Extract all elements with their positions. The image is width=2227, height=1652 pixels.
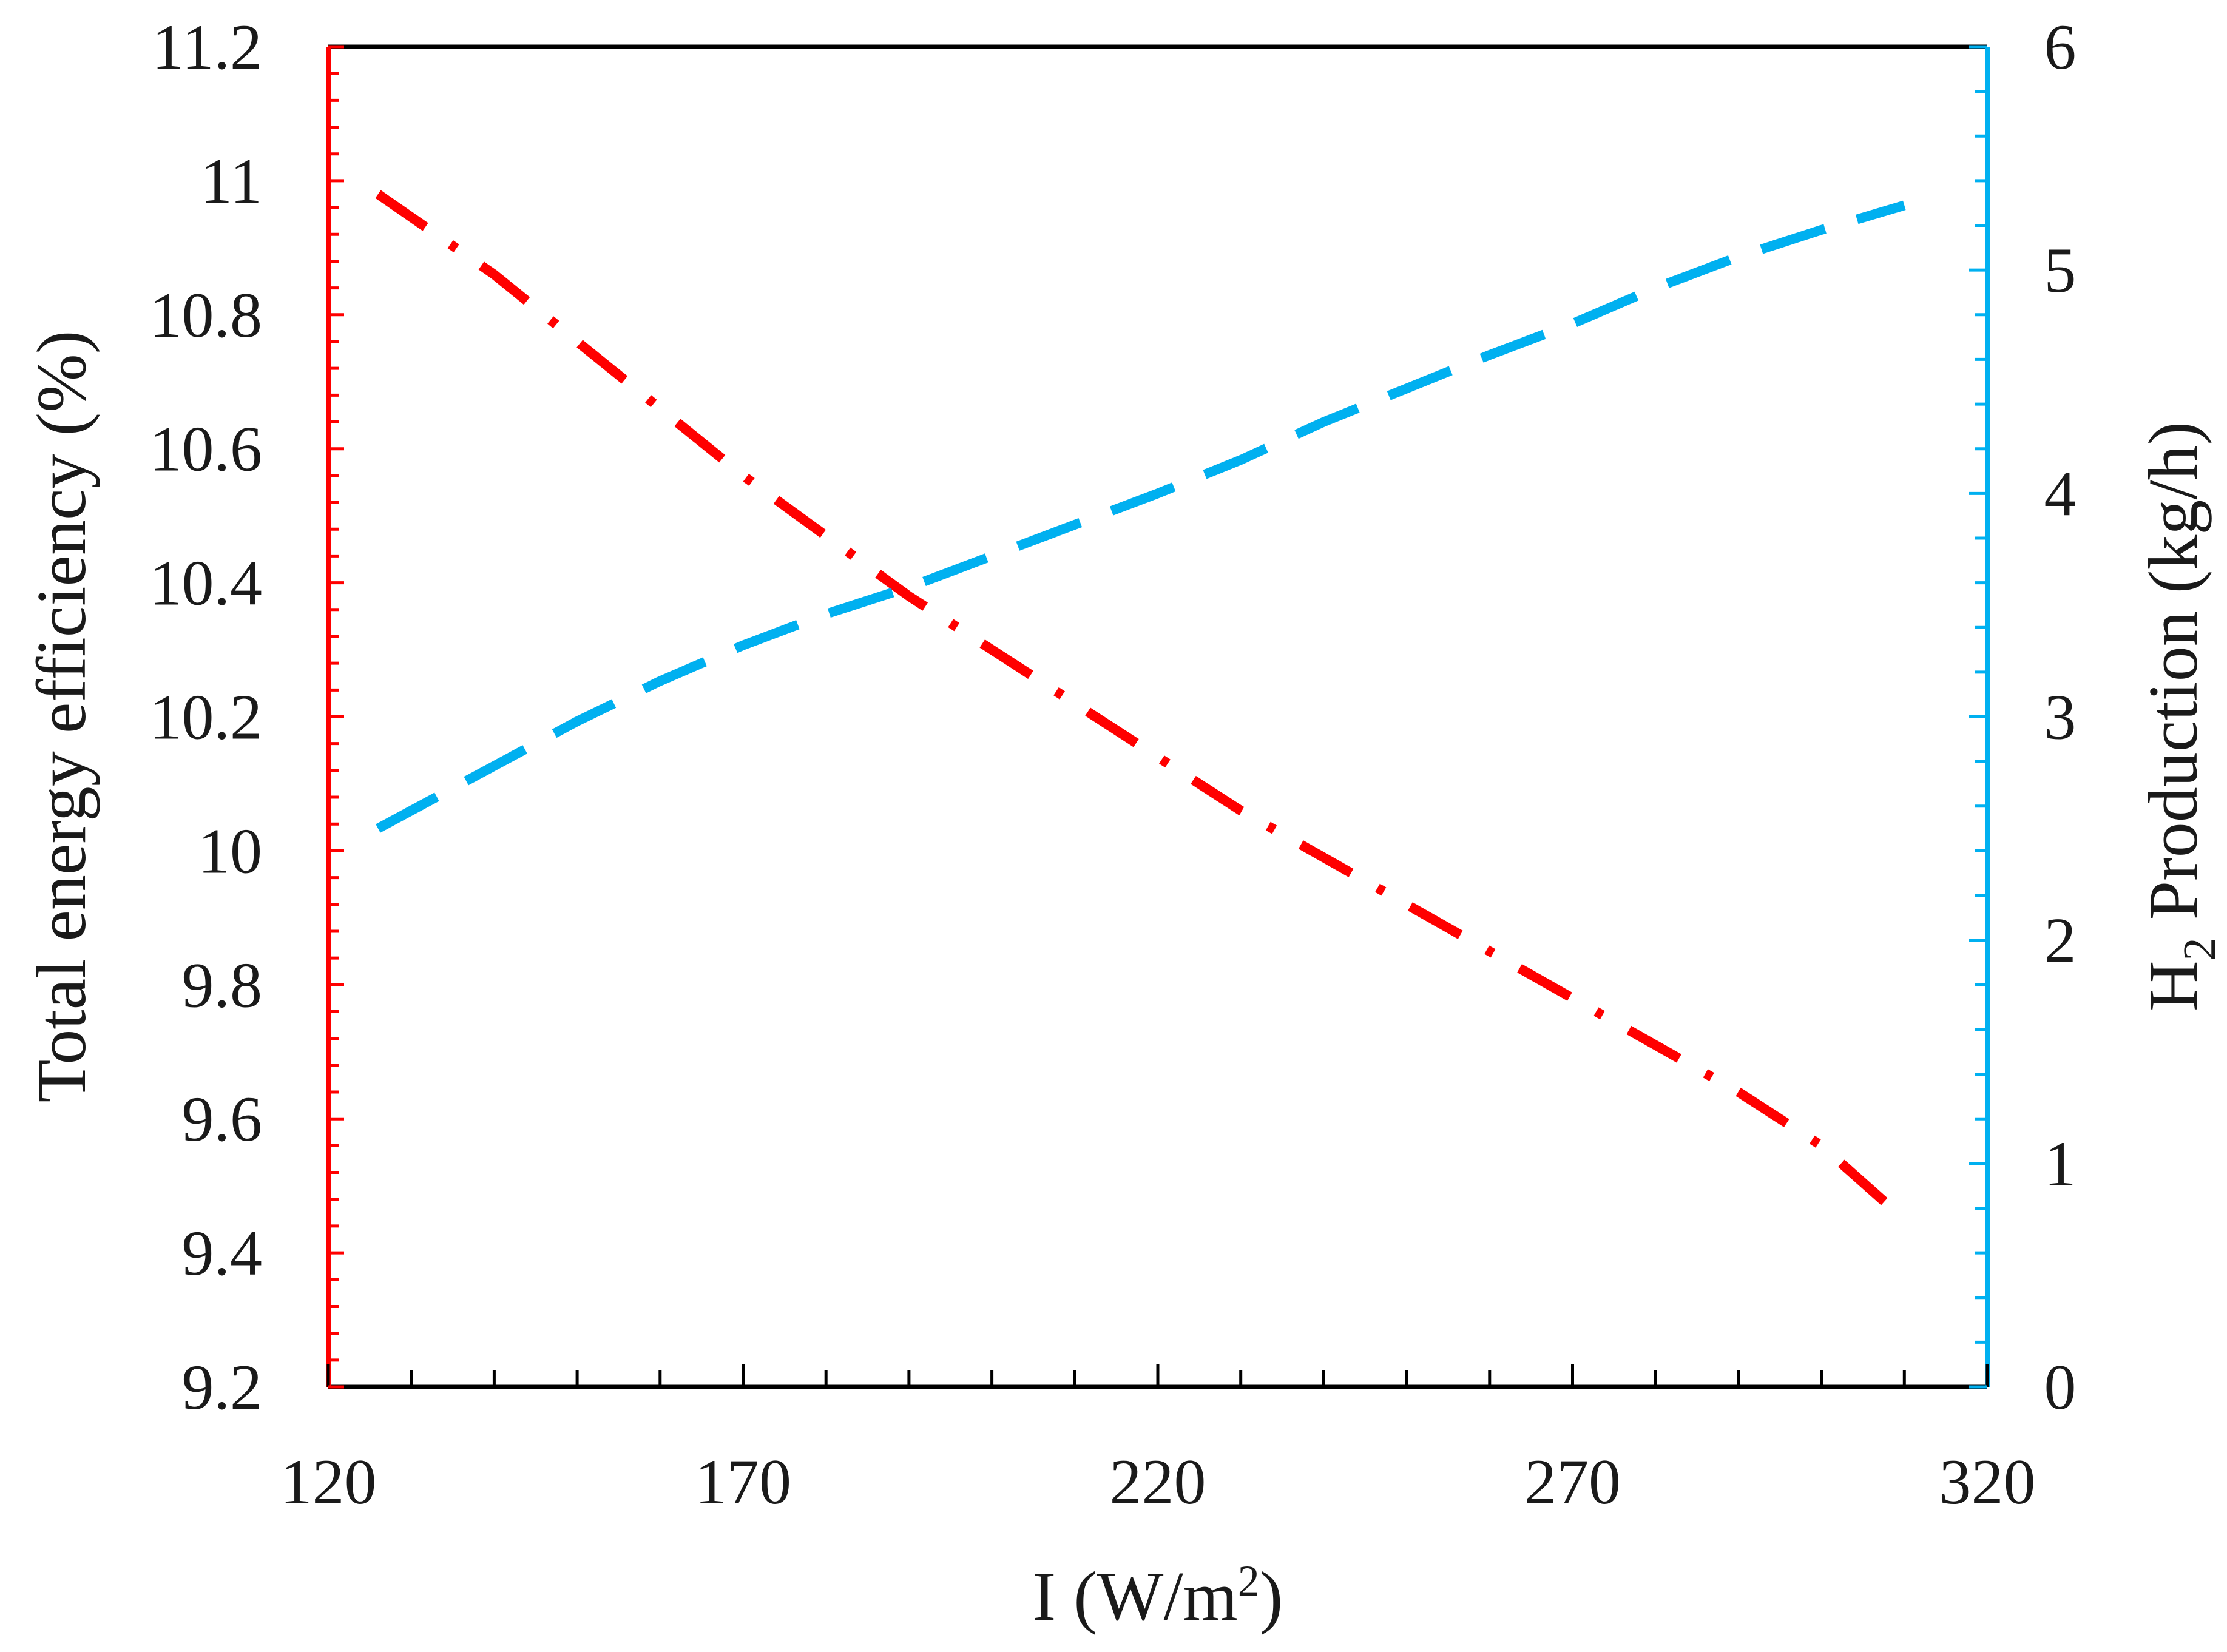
- left-axis-title: Total energy efficiency (%): [23, 331, 101, 1103]
- x-tick-label: 320: [1939, 1446, 2036, 1517]
- right-tick-label: 6: [2044, 12, 2077, 83]
- left-tick-label: 11.2: [152, 12, 262, 83]
- x-tick-label: 220: [1110, 1446, 1206, 1517]
- x-tick-label: 270: [1524, 1446, 1621, 1517]
- efficiency-series-line: [375, 190, 1908, 1223]
- right-axis-title: H2 Production (kg/h): [2135, 422, 2225, 1011]
- left-axis-tick-labels: 9.2 9.4 9.6 9.8 10 10.2 10.4 10.6 10.8 11 11.2: [150, 12, 263, 1423]
- x-tick-label: 170: [695, 1446, 791, 1517]
- left-tick-label: 9.8: [182, 949, 263, 1020]
- right-axis-title-subscript: 2: [2174, 937, 2225, 960]
- x-axis-tick-labels: 120 170 220 270 320: [280, 1446, 2036, 1517]
- right-tick-label: 1: [2044, 1128, 2077, 1199]
- right-axis-tick-labels: 0 1 2 3 4 5 6: [2044, 12, 2077, 1423]
- left-tick-label: 9.2: [182, 1352, 263, 1423]
- right-tick-label: 5: [2044, 235, 2077, 306]
- right-tick-label: 0: [2044, 1352, 2077, 1423]
- left-tick-label: 10.4: [150, 548, 263, 619]
- left-tick-label: 10: [198, 815, 262, 886]
- h2-production-series-line: [376, 200, 1906, 833]
- left-tick-label: 10.8: [150, 280, 263, 351]
- x-tick-label: 120: [280, 1446, 377, 1517]
- left-tick-label: 10.6: [150, 414, 263, 485]
- left-tick-label: 11: [200, 146, 262, 217]
- left-tick-label: 10.2: [150, 682, 263, 753]
- x-axis-ticks: [326, 1364, 1989, 1387]
- x-axis-title: I (W/m2): [1033, 1557, 1283, 1636]
- left-tick-label: 9.6: [182, 1084, 263, 1155]
- left-axis-ticks: [328, 45, 344, 1389]
- left-tick-label: 9.4: [182, 1218, 263, 1289]
- right-tick-label: 4: [2044, 458, 2077, 529]
- series-layer: [375, 190, 1908, 1223]
- right-axis-ticks: [1969, 45, 1987, 1389]
- right-tick-label: 3: [2044, 682, 2077, 753]
- right-tick-label: 2: [2044, 905, 2077, 976]
- x-axis-title-superscript: 2: [1238, 1557, 1260, 1605]
